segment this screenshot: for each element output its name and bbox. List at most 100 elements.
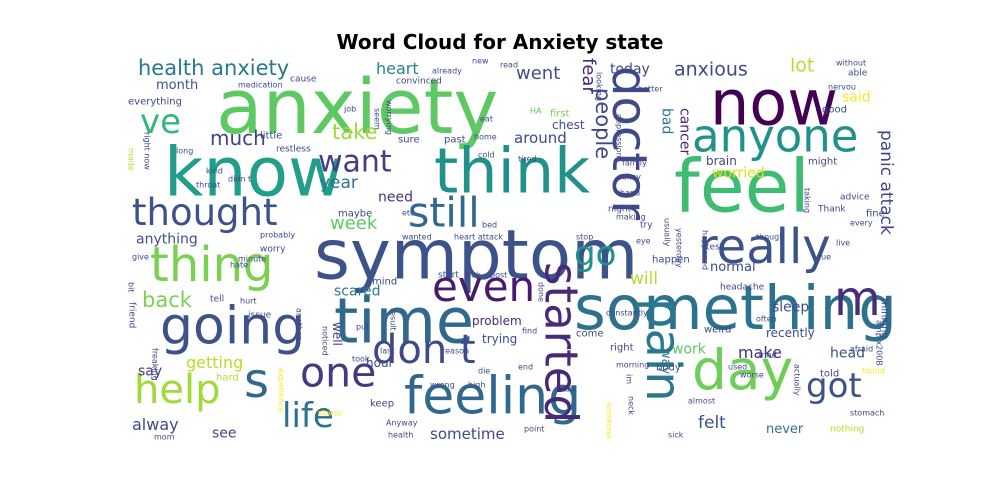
cloud-word: mind [372, 276, 397, 287]
cloud-word: bit [126, 282, 135, 292]
cloud-word: result [388, 308, 397, 331]
cloud-word: cold [478, 151, 495, 160]
cloud-word: die [478, 367, 490, 376]
cloud-word: etc [402, 209, 414, 218]
cloud-word: long [176, 147, 193, 156]
cloud-word: heart attack [454, 233, 503, 242]
cloud-word: usually [662, 218, 671, 247]
cloud-word: will [630, 269, 658, 289]
cloud-word: year [320, 173, 358, 193]
cloud-word: convinced [396, 77, 442, 87]
cloud-word: yesterday [674, 228, 683, 268]
cloud-word: stop [576, 233, 593, 242]
cloud-word: got [806, 366, 862, 406]
cloud-word: morning [616, 361, 649, 370]
cloud-word: HA [530, 107, 542, 116]
cloud-word: live [836, 239, 850, 248]
cloud-word: looking [594, 72, 603, 101]
cloud-word: say [138, 364, 162, 380]
cloud-word: feel [674, 145, 810, 230]
cloud-word: though [756, 233, 784, 242]
cloud-word: week [330, 213, 378, 234]
cloud-word: probably [260, 231, 295, 240]
cloud-word: im [624, 374, 633, 384]
cloud-word: help [134, 367, 220, 413]
cloud-word: way [658, 348, 673, 375]
cloud-word: everything [128, 96, 182, 107]
cloud-word: anyone [692, 110, 858, 163]
cloud-word: even [432, 262, 535, 311]
cloud-word: started [534, 262, 587, 423]
cloud-word: doctor [601, 66, 657, 220]
cloud-word: friend [126, 302, 136, 328]
cloud-word: getting [186, 353, 243, 372]
cloud-word: take [332, 120, 377, 144]
cloud-word: something [574, 273, 895, 344]
cloud-word: worrying [384, 100, 393, 135]
cloud-word: end [518, 363, 533, 372]
cloud-word: know [164, 134, 344, 213]
cloud-word: okay [622, 173, 641, 182]
cloud-word: maybe [338, 208, 372, 219]
cloud-word: nothing [830, 425, 864, 435]
cloud-word: start [438, 271, 459, 281]
cloud-word: point [524, 425, 544, 434]
cloud-word: day [692, 338, 793, 402]
cloud-word: feeling [404, 367, 581, 427]
cloud-word: hate [230, 261, 248, 270]
cloud-word: last [380, 347, 394, 356]
cloud-word: took [352, 355, 370, 364]
cloud-word: done [536, 282, 545, 302]
cloud-word: eye [636, 237, 651, 246]
cloud-word: anxiety [216, 62, 498, 151]
cloud-word: see [212, 426, 237, 442]
cloud-word: right now [142, 132, 151, 170]
cloud-word: symptom [314, 215, 638, 295]
cloud-word: actually [792, 364, 801, 396]
cloud-word: went [516, 63, 560, 84]
cloud-word: worried [712, 166, 765, 182]
cloud-word: well [330, 322, 344, 346]
cloud-word: come [576, 328, 604, 339]
cloud-word: minute [238, 255, 266, 264]
cloud-word: weird [704, 324, 731, 335]
cloud-word: keep [370, 398, 394, 409]
cloud-word: body [656, 362, 681, 373]
cloud-word: nervou [828, 83, 856, 92]
cloud-word: happened [700, 230, 709, 270]
cloud-word: one [300, 348, 376, 396]
cloud-word: look [464, 271, 481, 280]
cloud-word: sleep [772, 300, 809, 316]
cloud-word: worry [260, 245, 286, 255]
cloud-word: brain [706, 154, 737, 168]
cloud-word: work [672, 342, 707, 358]
cloud-word: go [574, 234, 616, 274]
cloud-word: headache [720, 283, 765, 293]
cloud-word: afraid [850, 345, 873, 354]
cloud-word: fear [578, 58, 599, 94]
cloud-word: hard [216, 372, 239, 383]
cloud-word: recently [766, 326, 815, 340]
cloud-word: right [610, 342, 634, 353]
cloud-word: Thank [817, 205, 846, 215]
cloud-word: put [356, 323, 369, 332]
cloud-word: made [126, 148, 135, 171]
cloud-word: alway [132, 415, 179, 434]
cloud-word: trying [482, 332, 517, 346]
cloud-word: tried [758, 351, 777, 360]
cloud-word: better [638, 85, 663, 94]
cloud-word: freaking [150, 348, 159, 381]
cloud-word: time [334, 284, 474, 357]
cloud-word: life [282, 396, 334, 436]
cloud-word: back [142, 288, 193, 312]
cloud-word: worse [740, 371, 764, 380]
word-cloud: anxiety feel symptom know think time now someth… [126, 58, 895, 447]
cloud-word: thought [132, 191, 278, 234]
cloud-word: heart [376, 59, 419, 78]
cloud-word: wanted [402, 233, 432, 242]
cloud-word: think [434, 134, 590, 207]
cloud-word: bad [658, 108, 674, 134]
cloud-word: neck [626, 396, 635, 415]
